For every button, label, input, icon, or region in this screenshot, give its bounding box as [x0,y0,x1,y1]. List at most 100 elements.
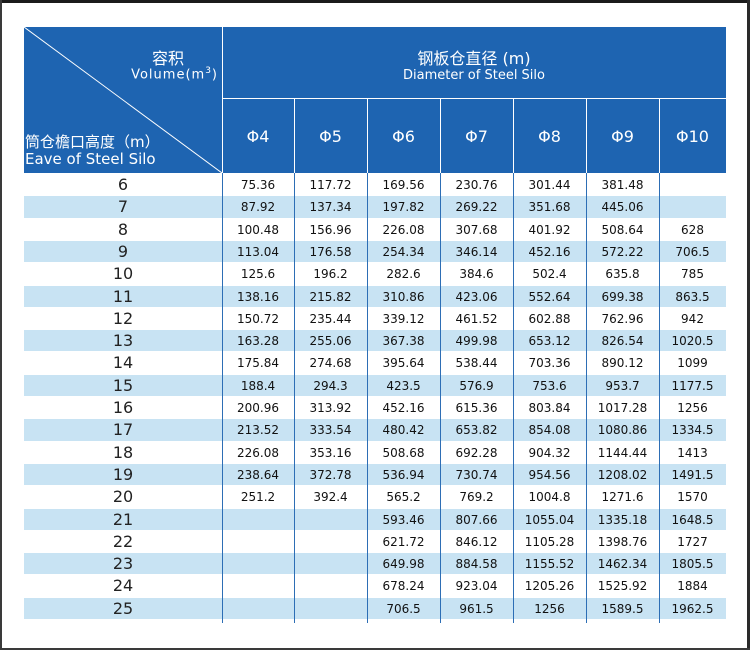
volume-cell: 602.88 [528,311,571,326]
left-border [0,0,2,650]
column-header: Φ7 [465,126,488,146]
table-row: 17 213.52 333.54 480.42 653.82 854.08 1080.86 1… [24,418,726,442]
volume-cell [222,531,294,553]
column-header: Φ10 [676,126,709,146]
column-header: Φ5 [319,126,342,146]
volume-cell: 1398.76 [597,534,648,549]
volume-cell: 1205.26 [524,579,575,594]
volume-cell: 1020.5 [671,334,714,349]
volume-cell: 1256 [677,401,708,415]
volume-cell: 176.58 [309,244,352,259]
volume-cell: 753.6 [532,378,567,393]
volume-cell: 502.4 [532,267,567,282]
table-row: 20 251.2 392.4 565.2 769.2 1004.8 1271.6 1570 [24,485,726,509]
volume-label-en: Volume(m3) [131,66,218,82]
volume-cell: 226.08 [382,222,425,237]
eave-height-cell: 20 [112,487,134,507]
volume-cell: 1256 [534,601,565,616]
volume-cell: 75.36 [240,178,276,192]
volume-cell [222,598,294,620]
volume-cell: 215.82 [309,289,352,304]
volume-cell: 188.4 [240,378,276,393]
table-row: 10 125.6 196.2 282.6 384.6 502.4 635.8 785 [24,262,726,286]
table-row: 12 150.72 235.44 339.12 461.52 602.88 762.96 94… [24,306,726,331]
volume-cell: 310.86 [382,289,425,304]
column-header: Φ8 [538,126,561,146]
volume-cell: 452.16 [382,401,425,415]
volume-cell: 1462.34 [597,557,648,572]
volume-cell: 1727 [677,534,708,549]
volume-cell: 138.16 [237,289,279,304]
volume-cell: 1491.5 [671,467,714,482]
volume-cell [659,174,726,196]
volume-cell: 703.36 [528,356,571,371]
table-row: 21 593.46 807.66 1055.04 1335.18 1648.5 [24,507,726,531]
volume-cell: 1017.28 [597,401,648,415]
volume-cell: 274.68 [309,356,352,371]
volume-cell: 1805.5 [671,557,714,572]
volume-cell: 307.68 [455,222,498,237]
volume-cell [294,575,367,597]
table-row: 25 706.5 961.5 1256 1589.5 1962.5 [24,596,726,620]
column-grid-line [440,173,441,623]
volume-cell [294,553,367,575]
volume-unit-superscript: 3 [205,66,212,76]
column-header: Φ9 [611,126,634,146]
volume-cell: 572.22 [601,244,644,259]
eave-height-cell: 12 [112,308,134,328]
volume-cell: 1055.04 [524,512,575,527]
volume-cell: 961.5 [459,601,494,616]
volume-cell: 452.16 [528,244,571,259]
column-grid-line [659,173,660,623]
volume-cell: 1208.02 [597,467,648,482]
volume-cell: 384.6 [459,267,494,282]
volume-cell: 372.78 [309,467,352,482]
volume-cell: 826.54 [601,334,644,349]
volume-cell [294,509,367,531]
table-row: 7 87.92 137.34 197.82 269.22 351.68 445.06 [24,195,726,219]
table-row: 24 678.24 923.04 1205.26 1525.92 1884 [24,574,726,598]
volume-cell: 653.12 [528,334,571,349]
volume-cell: 213.52 [237,423,279,438]
diameter-label-cn: 钢板仓直径 (m) [417,49,531,68]
corner-header-cell: 容积 Volume(m3) 筒仓檐口高度（m） Eave of Steel Si… [24,27,222,173]
column-header: Φ4 [246,126,270,146]
eave-height-cell: 6 [117,175,129,194]
volume-cell: 904.32 [528,445,571,460]
volume-cell: 238.64 [237,467,279,482]
column-grid-line [222,173,223,623]
volume-cell: 333.54 [309,423,352,438]
volume-cell: 538.44 [455,356,498,371]
table-row: 8 100.48 156.96 226.08 307.68 401.92 508.64 628 [24,217,726,241]
volume-cell [222,575,294,597]
column-header-divider [367,99,368,173]
column-grid-line [513,173,514,623]
eave-height-cell: 14 [112,353,134,373]
volume-cell: 401.92 [528,222,571,237]
volume-cell: 846.12 [455,534,498,549]
volume-cell: 1648.5 [671,512,714,527]
volume-cell: 954.56 [528,467,571,482]
volume-cell: 113.04 [237,244,279,259]
column-header-divider [659,99,660,173]
volume-cell: 351.68 [528,200,571,215]
volume-cell [222,553,294,575]
volume-cell: 381.48 [601,178,644,192]
volume-cell: 854.08 [528,423,571,438]
volume-cell: 125.6 [240,267,276,282]
volume-cell: 1105.28 [524,534,575,549]
volume-cell: 1884 [677,579,708,594]
volume-cell: 461.52 [455,311,498,326]
eave-height-cell: 25 [112,598,134,618]
column-header-divider [294,99,295,173]
eave-height-cell: 22 [112,531,134,551]
eave-height-cell: 13 [112,331,134,351]
volume-cell: 423.5 [386,378,421,393]
volume-cell: 508.64 [601,222,644,237]
volume-cell: 313.92 [309,401,352,415]
volume-cell: 163.28 [237,334,279,349]
volume-cell: 628 [681,222,704,237]
table-row: 19 238.64 372.78 536.94 730.74 954.56 1208.02 1… [24,462,726,487]
volume-cell: 678.24 [382,579,425,594]
volume-cell: 235.44 [309,311,352,326]
